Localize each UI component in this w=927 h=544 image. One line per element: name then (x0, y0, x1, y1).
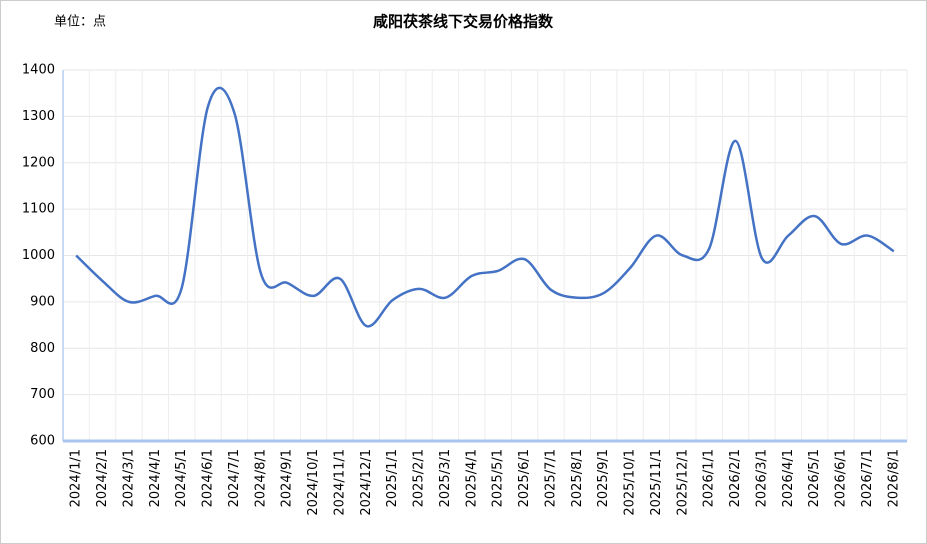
y-tick-label: 1200 (22, 155, 55, 170)
x-tick-label: 2025/2/1 (412, 449, 427, 507)
y-tick-label: 1100 (22, 202, 55, 217)
x-tick-label: 2026/1/1 (702, 449, 717, 507)
x-tick-label: 2024/11/1 (332, 449, 347, 516)
x-tick-label: 2024/4/1 (148, 449, 163, 507)
x-tick-label: 2024/7/1 (227, 449, 242, 507)
y-tick-label: 600 (30, 434, 55, 449)
x-tick-label: 2026/5/1 (807, 449, 822, 507)
x-tick-label: 2026/8/1 (886, 449, 901, 507)
y-tick-label: 700 (30, 387, 55, 402)
x-tick-label: 2025/11/1 (649, 449, 664, 516)
x-tick-label: 2025/7/1 (543, 449, 558, 507)
x-tick-label: 2024/3/1 (121, 449, 136, 507)
x-tick-label: 2024/2/1 (95, 449, 110, 507)
x-tick-label: 2026/4/1 (781, 449, 796, 507)
x-tick-label: 2024/6/1 (201, 449, 216, 507)
x-tick-label: 2025/1/1 (385, 449, 400, 507)
y-tick-label: 800 (30, 341, 55, 356)
unit-label: 单位：点 (54, 15, 106, 30)
x-tick-label: 2025/9/1 (596, 449, 611, 507)
x-tick-label: 2024/12/1 (359, 449, 374, 516)
x-tick-label: 2024/1/1 (69, 449, 84, 507)
x-tick-label: 2025/8/1 (570, 449, 585, 507)
data-line (75, 86, 895, 328)
y-tick-label: 900 (30, 294, 55, 309)
x-tick-label: 2024/10/1 (306, 449, 321, 516)
x-tick-label: 2026/3/1 (754, 449, 769, 507)
x-tick-label: 2024/9/1 (280, 449, 295, 507)
x-tick-label: 2025/4/1 (464, 449, 479, 507)
x-tick-label: 2026/2/1 (728, 449, 743, 507)
x-tick-label: 2025/10/1 (623, 449, 638, 516)
x-tick-label: 2025/3/1 (438, 449, 453, 507)
x-tick-label: 2026/7/1 (860, 449, 875, 507)
x-tick-label: 2024/5/1 (174, 449, 189, 507)
y-tick-label: 1400 (22, 63, 55, 78)
x-tick-label: 2024/8/1 (253, 449, 268, 507)
y-tick-label: 1300 (22, 109, 55, 124)
x-tick-label: 2026/6/1 (834, 449, 849, 507)
y-tick-label: 1000 (22, 248, 55, 263)
x-tick-label: 2025/6/1 (517, 449, 532, 507)
x-tick-label: 2025/5/1 (491, 449, 506, 507)
x-tick-label: 2025/12/1 (675, 449, 690, 516)
chart-title: 咸阳茯茶线下交易价格指数 (373, 13, 554, 31)
